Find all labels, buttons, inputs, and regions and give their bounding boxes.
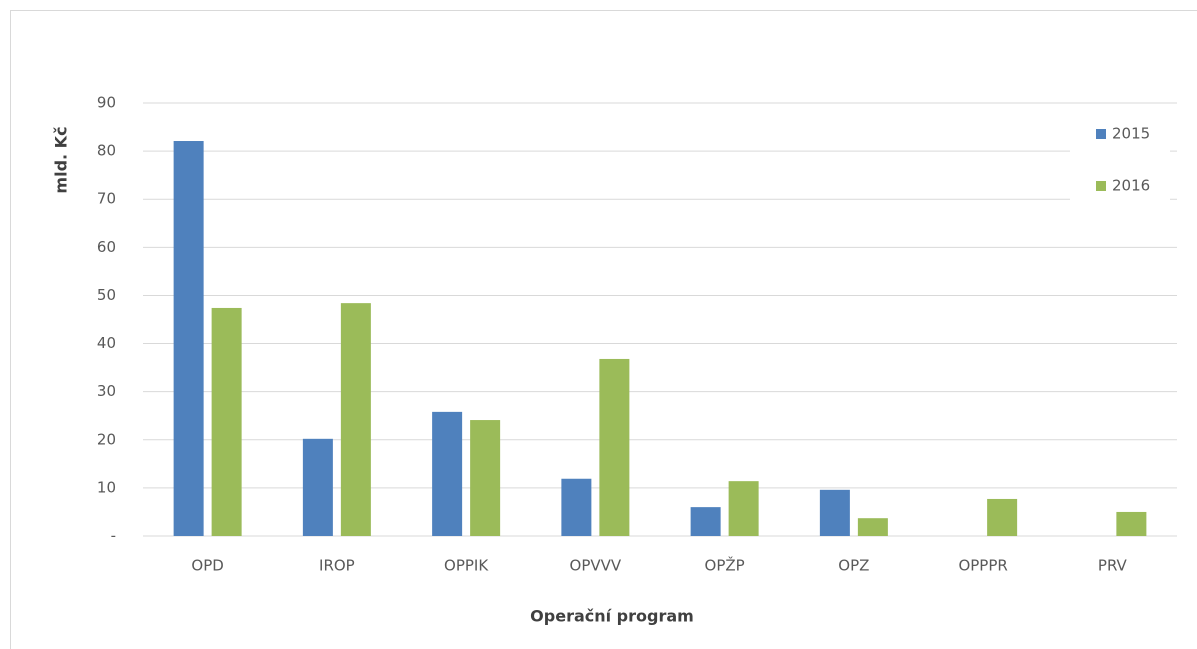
- y-tick-label: 60: [97, 238, 116, 256]
- bar: [470, 420, 501, 536]
- y-tick-label: 70: [97, 190, 116, 208]
- x-tick-label: OPPPR: [958, 557, 1007, 575]
- chart-frame: [10, 10, 1197, 649]
- bar: [599, 358, 630, 536]
- legend-label: 2016: [1112, 177, 1150, 195]
- y-tick-label: 40: [97, 334, 116, 352]
- bar: [819, 489, 850, 536]
- legend-swatch: [1096, 129, 1106, 139]
- bar: [728, 481, 759, 536]
- x-tick-label: OPŽP: [705, 556, 745, 575]
- y-tick-label: 50: [97, 286, 116, 304]
- y-axis-title: mld. Kč: [52, 126, 71, 193]
- bar: [561, 478, 592, 536]
- bar: [857, 518, 888, 536]
- bar: [987, 498, 1018, 536]
- x-tick-label: PRV: [1098, 557, 1128, 575]
- y-tick-label: 20: [97, 430, 116, 448]
- y-tick-label: 30: [97, 382, 116, 400]
- y-tick-label: 10: [97, 478, 116, 496]
- bar: [690, 507, 721, 536]
- bar: [432, 411, 463, 536]
- bar: [340, 303, 371, 536]
- x-tick-label: OPPIK: [444, 557, 489, 575]
- legend-swatch: [1096, 181, 1106, 191]
- bar: [1116, 511, 1147, 536]
- y-tick-label: 80: [97, 142, 116, 160]
- y-tick-label: -: [111, 527, 116, 545]
- x-tick-label: OPVVV: [570, 557, 622, 575]
- x-axis-title: Operační program: [530, 607, 694, 626]
- bar: [173, 141, 204, 536]
- legend-background: [1070, 112, 1170, 212]
- y-tick-label: 90: [97, 94, 116, 112]
- legend-label: 2015: [1112, 125, 1150, 143]
- bar: [302, 438, 333, 536]
- x-tick-label: OPZ: [838, 557, 869, 575]
- x-tick-label: IROP: [319, 557, 355, 575]
- bar: [211, 307, 242, 536]
- x-tick-label: OPD: [191, 557, 223, 575]
